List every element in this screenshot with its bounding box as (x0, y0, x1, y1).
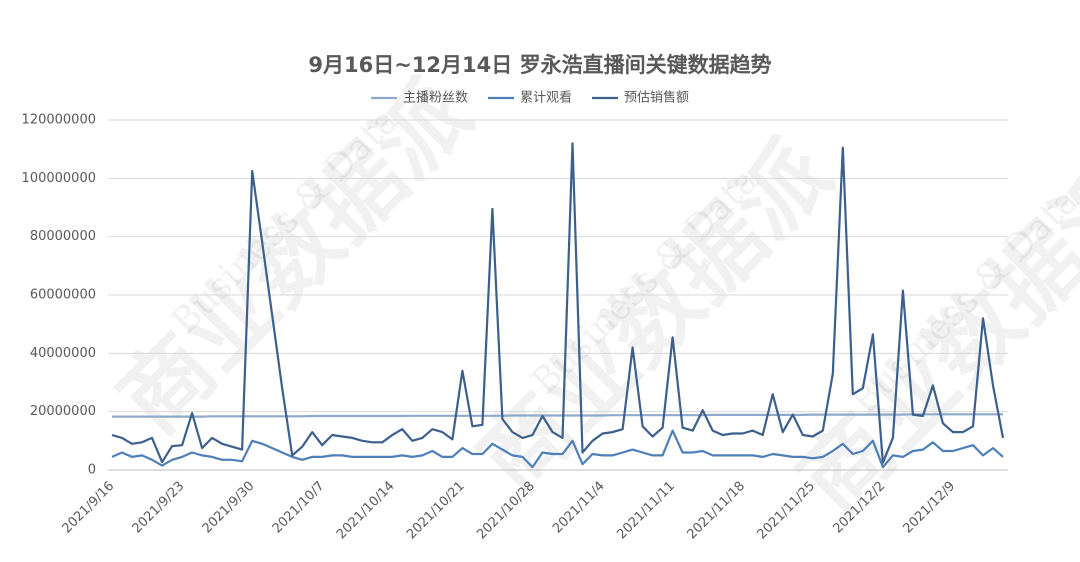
legend: 主播粉丝数 累计观看 预估销售额 (371, 90, 689, 106)
series-line (111, 142, 1005, 464)
y-tick-label: 120000000 (22, 113, 96, 128)
chart-title: 9月16日~12月14日 罗永浩直播间关键数据趋势 (308, 53, 771, 77)
y-tick-label: 40000000 (30, 346, 96, 361)
y-tick-label: 100000000 (22, 171, 96, 186)
y-tick-label: 60000000 (30, 288, 96, 303)
y-tick-label: 0 (88, 463, 96, 478)
series-line (111, 429, 1004, 469)
legend-label: 预估销售额 (624, 90, 689, 106)
y-tick-label: 20000000 (30, 404, 96, 419)
y-tick-label: 80000000 (30, 229, 96, 244)
legend-label: 主播粉丝数 (403, 91, 468, 106)
series-line (112, 413, 1003, 418)
legend-label: 累计观看 (520, 90, 572, 106)
